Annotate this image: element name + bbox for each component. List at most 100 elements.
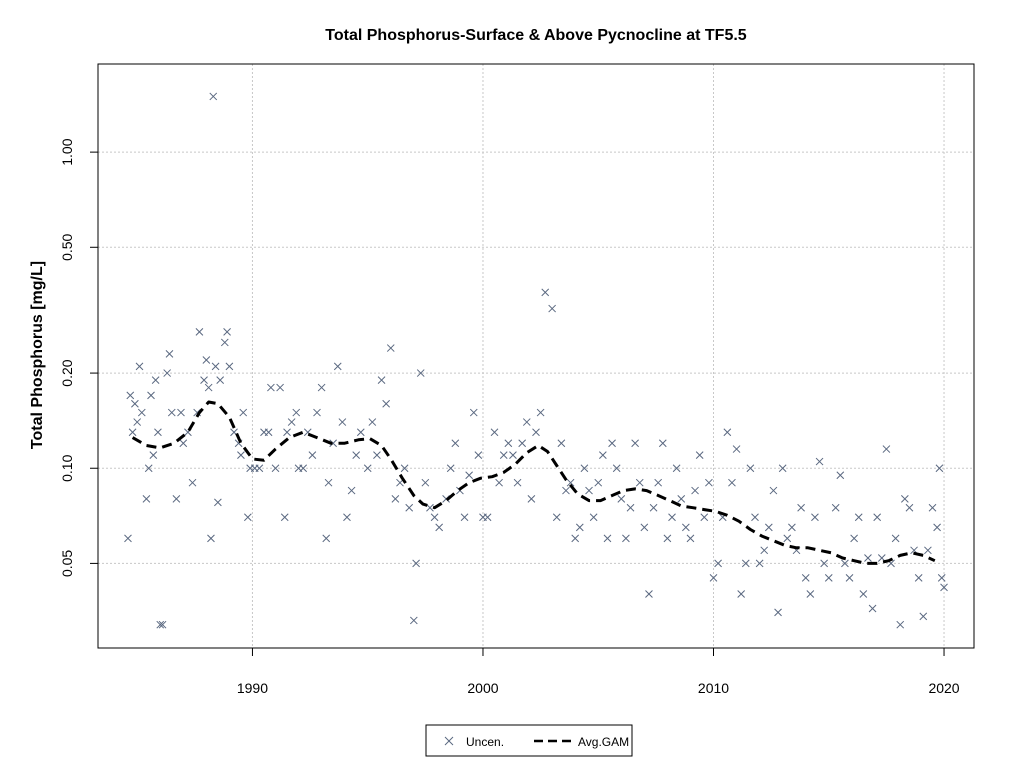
data-point-stroke — [264, 428, 273, 437]
data-point-stroke — [891, 534, 900, 543]
data-point — [133, 418, 142, 426]
data-point-stroke — [195, 328, 204, 336]
data-point-stroke — [552, 513, 561, 522]
data-point — [513, 478, 522, 487]
data-point — [518, 439, 527, 448]
data-point — [377, 376, 386, 384]
data-point — [490, 428, 499, 437]
data-point — [815, 457, 824, 466]
data-point-stroke — [896, 620, 905, 629]
data-point — [391, 495, 400, 503]
data-point — [536, 408, 545, 417]
data-point-stroke — [557, 439, 566, 448]
data-point — [426, 503, 434, 512]
data-point-stroke — [914, 574, 923, 582]
data-point-stroke — [373, 451, 381, 460]
data-point — [705, 478, 713, 487]
data-point — [373, 451, 381, 460]
data-point-stroke — [626, 503, 635, 512]
scatter-points — [124, 92, 948, 629]
data-point — [788, 523, 796, 532]
data-point — [562, 486, 570, 495]
data-point-stroke — [483, 513, 492, 522]
data-point-stroke — [207, 534, 215, 543]
data-point-stroke — [151, 376, 160, 384]
data-point — [532, 428, 540, 437]
data-point — [774, 608, 782, 617]
data-point — [797, 503, 805, 512]
data-point-stroke — [276, 383, 284, 392]
data-point-stroke — [864, 554, 872, 562]
data-point — [617, 495, 626, 503]
data-point — [594, 478, 603, 487]
data-point-stroke — [585, 486, 593, 495]
data-point-stroke — [513, 478, 522, 487]
data-point — [663, 534, 672, 543]
data-point — [313, 408, 321, 417]
data-point — [760, 546, 769, 555]
legend: Uncen. Avg.GAM — [425, 724, 633, 757]
data-point-stroke — [640, 523, 649, 532]
data-point — [220, 338, 229, 347]
data-point-stroke — [416, 369, 425, 377]
data-point-stroke — [469, 408, 478, 417]
data-point-stroke — [352, 451, 361, 460]
data-point-stroke — [764, 523, 773, 532]
chart-title: Total Phosphorus-Surface & Above Pycnocl… — [325, 27, 747, 44]
data-point-stroke — [377, 376, 386, 384]
y-tick-label: 0.50 — [59, 233, 75, 260]
data-point — [172, 495, 181, 503]
data-point — [836, 471, 845, 480]
data-point — [460, 513, 469, 522]
data-point — [900, 495, 909, 503]
data-point — [571, 534, 580, 543]
data-point-stroke — [663, 534, 672, 543]
data-point — [280, 513, 289, 522]
data-point — [575, 523, 584, 532]
data-point — [469, 408, 478, 417]
data-point-stroke — [691, 486, 699, 495]
data-point-stroke — [562, 486, 570, 495]
data-point — [919, 612, 928, 621]
data-point — [580, 464, 589, 473]
gam-line — [131, 400, 936, 565]
data-point-stroke — [536, 408, 545, 417]
data-point — [905, 503, 914, 512]
data-point — [672, 464, 681, 473]
data-point — [363, 464, 372, 473]
data-point-stroke — [836, 471, 845, 480]
data-point-stroke — [391, 495, 400, 503]
data-point-stroke — [267, 383, 275, 392]
data-point — [764, 523, 773, 532]
data-point — [412, 559, 420, 568]
data-point-stroke — [333, 362, 342, 371]
data-point — [223, 328, 231, 336]
data-point-stroke — [841, 559, 849, 568]
data-point-stroke — [317, 383, 326, 392]
data-point-stroke — [209, 92, 218, 101]
data-point-stroke — [144, 464, 153, 473]
data-point-stroke — [280, 513, 289, 522]
data-point — [714, 559, 722, 568]
data-point-stroke — [421, 478, 430, 487]
data-point — [147, 391, 155, 400]
data-point — [329, 439, 337, 448]
data-point — [691, 486, 699, 495]
gam-line-layer — [131, 400, 936, 565]
data-point — [271, 464, 280, 473]
data-point-stroke — [499, 451, 508, 460]
data-point-stroke — [446, 464, 455, 473]
data-point — [924, 546, 932, 555]
data-point-stroke — [811, 513, 819, 522]
data-point-stroke — [142, 495, 151, 503]
data-point-stroke — [163, 369, 172, 377]
data-point — [864, 554, 872, 562]
data-point-stroke — [877, 554, 886, 562]
data-point — [287, 418, 296, 426]
data-point-stroke — [801, 574, 810, 582]
data-point-stroke — [179, 439, 188, 448]
data-point — [585, 486, 593, 495]
data-point — [207, 534, 215, 543]
data-point — [188, 478, 197, 487]
